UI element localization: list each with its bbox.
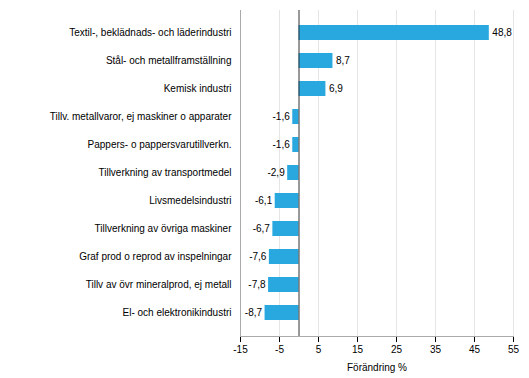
svg-text:Tillverkning av övriga maskine: Tillverkning av övriga maskiner (95, 223, 233, 234)
svg-text:-6,1: -6,1 (255, 195, 273, 206)
svg-text:Förändring %: Förändring % (347, 362, 407, 373)
svg-text:-7,8: -7,8 (248, 279, 266, 290)
svg-text:Livsmedelsindustri: Livsmedelsindustri (149, 195, 231, 206)
svg-text:-15: -15 (233, 344, 248, 355)
svg-text:-6,7: -6,7 (253, 223, 271, 234)
svg-text:-1,6: -1,6 (273, 111, 291, 122)
svg-text:Kemisk industri: Kemisk industri (164, 83, 232, 94)
svg-text:-2,9: -2,9 (267, 167, 285, 178)
svg-text:Pappers- o pappersvarutillverk: Pappers- o pappersvarutillverkn. (88, 139, 232, 150)
svg-text:8,7: 8,7 (336, 55, 350, 66)
svg-text:-8,7: -8,7 (245, 307, 263, 318)
svg-text:55: 55 (508, 344, 520, 355)
svg-text:-1,6: -1,6 (273, 139, 291, 150)
svg-text:Stål- och metallframställning: Stål- och metallframställning (106, 55, 232, 66)
svg-text:5: 5 (316, 344, 322, 355)
svg-text:Tillverkning av transportmedel: Tillverkning av transportmedel (98, 167, 231, 178)
svg-text:6,9: 6,9 (329, 83, 343, 94)
svg-text:Tillv. metallvaror, ej maskine: Tillv. metallvaror, ej maskiner o appara… (50, 111, 232, 122)
svg-text:45: 45 (469, 344, 481, 355)
svg-text:Textil-, beklädnads- och läder: Textil-, beklädnads- och läderindustri (69, 27, 231, 38)
svg-text:Graf prod o reprod av inspelni: Graf prod o reprod av inspelningar (79, 251, 232, 262)
svg-text:-7,6: -7,6 (249, 251, 267, 262)
svg-text:-5: -5 (275, 344, 284, 355)
svg-text:25: 25 (391, 344, 403, 355)
svg-text:35: 35 (430, 344, 442, 355)
svg-text:Tillv av övr mineralprod, ej m: Tillv av övr mineralprod, ej metall (86, 279, 232, 290)
svg-text:48,8: 48,8 (492, 27, 512, 38)
svg-text:15: 15 (352, 344, 364, 355)
svg-text:El- och elektronikindustri: El- och elektronikindustri (123, 307, 232, 318)
